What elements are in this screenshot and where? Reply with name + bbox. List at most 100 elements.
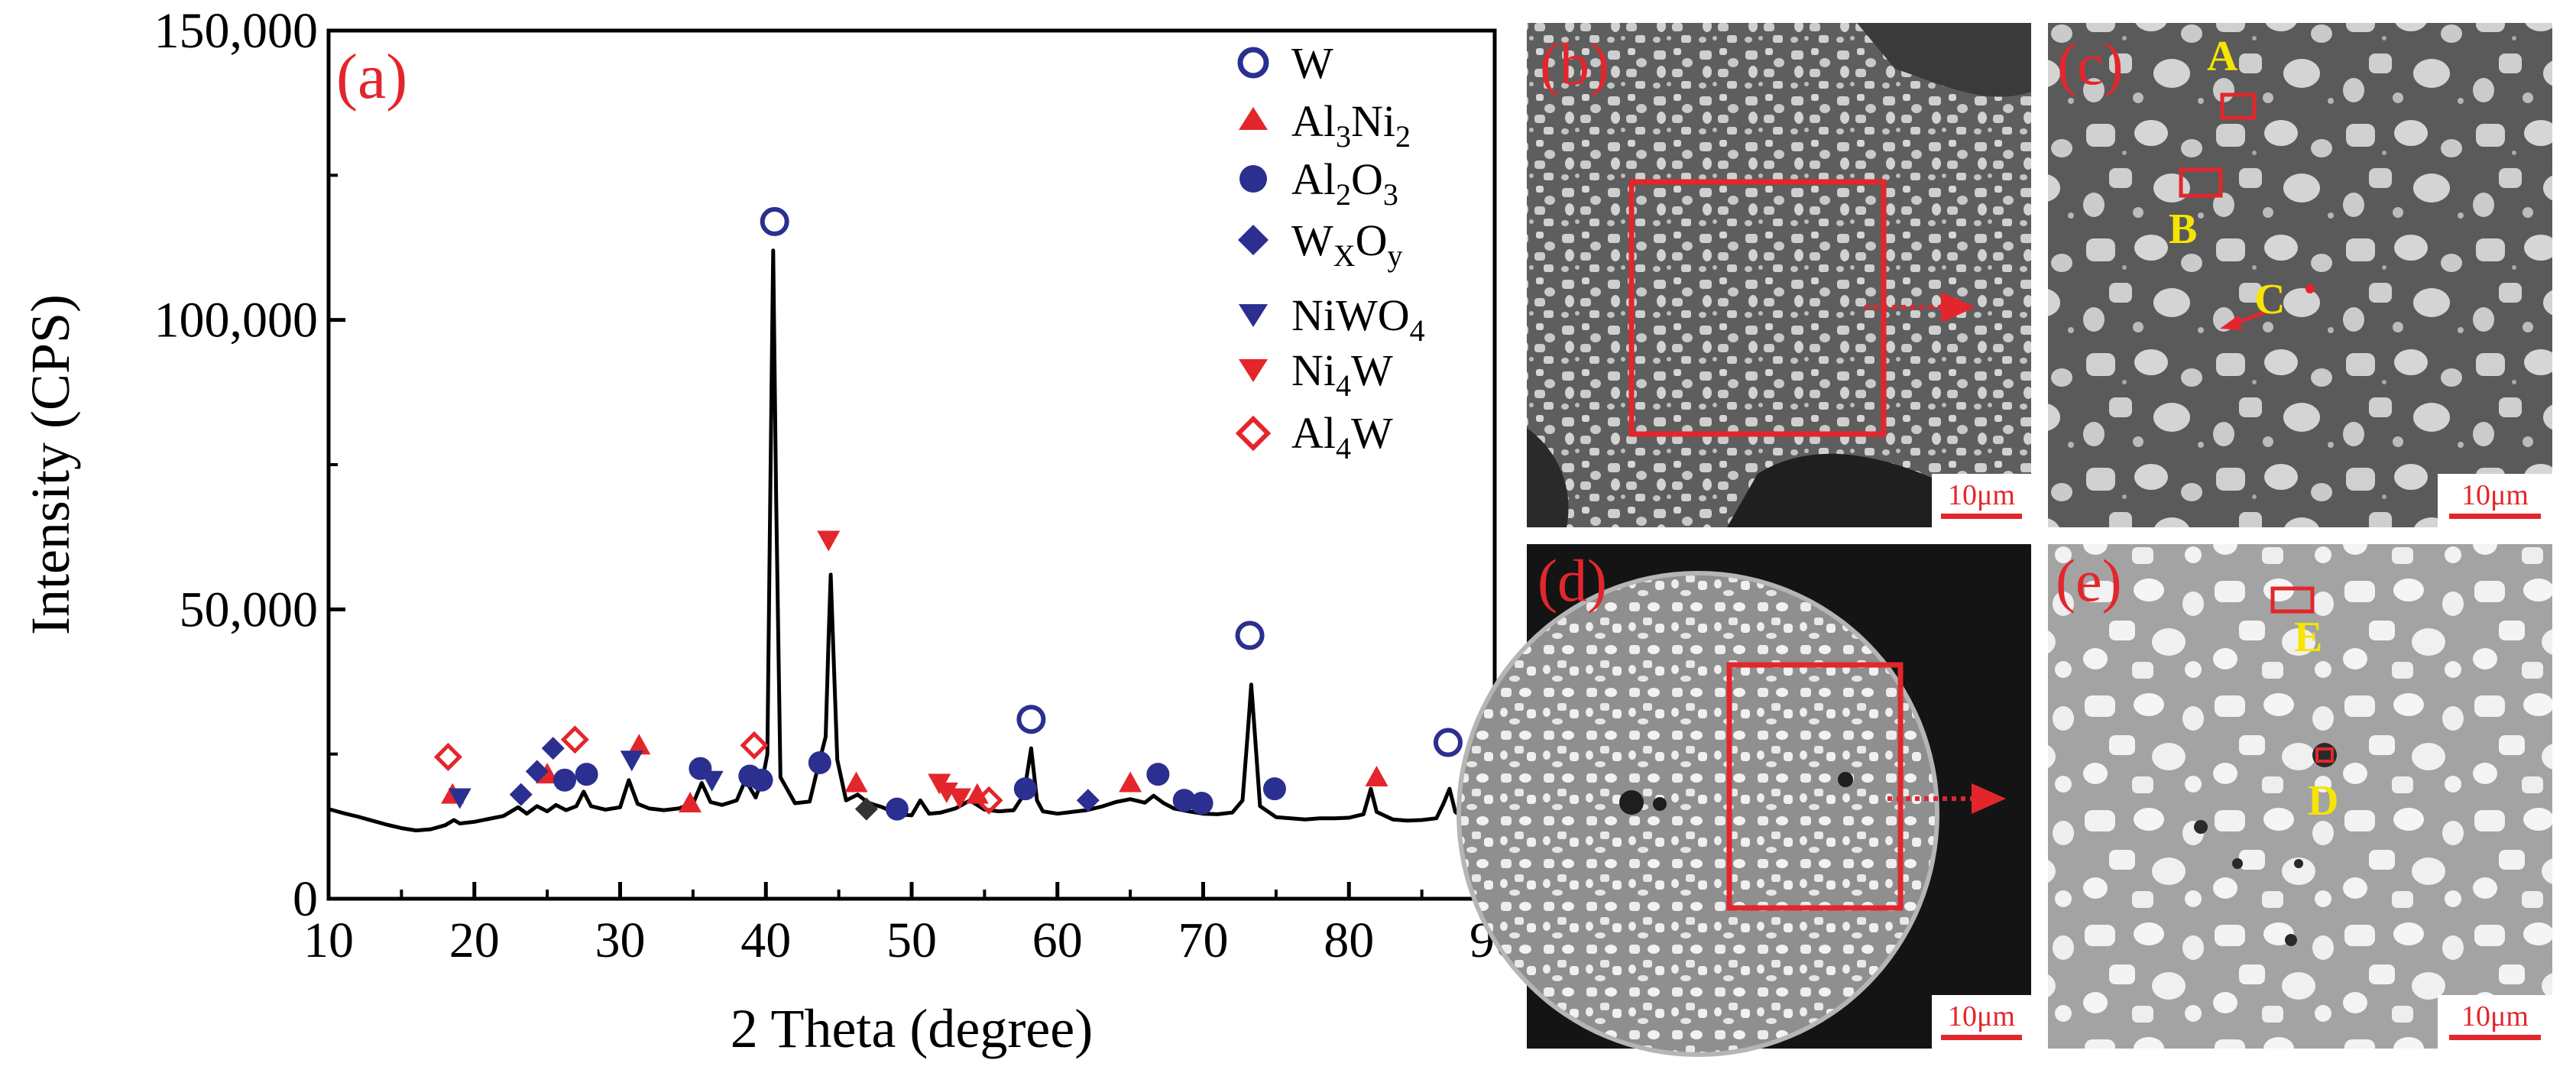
legend-item-ni4w: Ni4W <box>1239 345 1393 403</box>
legend-label-ni4w: Ni4W <box>1291 345 1393 403</box>
legend-marker-ni4w <box>1239 359 1268 382</box>
legend-marker-w <box>1237 47 1269 79</box>
pore-d-1 <box>1619 790 1644 815</box>
x-ticks: 102030405060708090 <box>303 882 1520 968</box>
x-tick-label: 10 <box>303 913 354 968</box>
scale-bar-b <box>1941 514 2022 519</box>
legend: W Al3Ni2 Al2O3 WXOy NiWO4 Ni4W <box>1235 38 1425 465</box>
sem-image-e <box>2048 544 2552 1049</box>
phase-marker-ni4w <box>948 788 971 809</box>
legend-item-al3ni2: Al3Ni2 <box>1239 96 1411 154</box>
sem-panel-b: (b) 10μm <box>1527 23 2031 527</box>
phase-marker-al2o3 <box>553 768 577 792</box>
point-dot-c <box>2305 284 2315 293</box>
y-axis-label: Intensity (CPS) <box>20 294 81 635</box>
point-label-d: D <box>2308 777 2338 825</box>
phase-marker-wxoy <box>541 737 565 760</box>
phase-marker-al3ni2 <box>1365 765 1388 786</box>
pore-e-4 <box>2285 934 2297 946</box>
sem-image-b <box>1527 23 2031 527</box>
y-tick-label: 50,000 <box>180 582 319 637</box>
dark-region-b <box>1857 23 2031 97</box>
panel-label-c: (c) <box>2057 31 2124 97</box>
legend-label-al3ni2: Al3Ni2 <box>1291 96 1411 154</box>
legend-marker-al3ni2 <box>1239 107 1268 130</box>
selection-box-d <box>1726 662 1904 911</box>
legend-label-w: W <box>1291 38 1333 88</box>
x-tick-label: 40 <box>740 913 791 968</box>
panel-label-d: (d) <box>1537 547 1607 614</box>
legend-item-wxoy: WXOy <box>1238 216 1403 273</box>
legend-item-niwo4: NiWO4 <box>1239 290 1425 348</box>
x-tick-label: 70 <box>1178 913 1229 968</box>
pore-d-2 <box>1653 797 1667 811</box>
point-box-b <box>2179 167 2223 198</box>
phase-marker-w <box>1235 621 1265 650</box>
phase-marker-al2o3 <box>1262 777 1286 801</box>
phase-marker-al2o3 <box>885 797 909 821</box>
y-ticks: 0 50,000 100,000 150,000 <box>154 3 345 927</box>
arrow-head-c <box>2220 315 2242 330</box>
phase-marker-wxoy <box>525 760 549 783</box>
phase-marker-w <box>1016 705 1046 734</box>
phase-marker-niwo4 <box>448 788 471 809</box>
phase-marker-al2o3 <box>1013 777 1037 801</box>
phase-marker-al4w <box>433 742 462 771</box>
xrd-chart: 102030405060708090 050,000100,000150,000… <box>20 3 1520 1059</box>
dark-region-b2 <box>1727 453 1987 527</box>
legend-label-al2o3: Al2O3 <box>1291 154 1398 212</box>
panel-label-b: (b) <box>1540 31 1609 97</box>
sem-panel-c: (c) A B C 10μm <box>2048 23 2552 527</box>
phase-marker-wxoy <box>1076 789 1100 812</box>
phase-marker-ni4w <box>935 782 958 803</box>
arrow-head-d <box>1972 783 2006 814</box>
phase-marker-al2o3 <box>808 751 831 775</box>
legend-marker-niwo4 <box>1239 304 1268 327</box>
arrow-head-b <box>1941 292 1975 323</box>
y-tick-label: 0 <box>293 871 318 927</box>
phase-marker-al3ni2 <box>1119 771 1142 793</box>
phase-marker-al3ni2 <box>965 783 989 804</box>
legend-marker-wxoy <box>1238 225 1269 255</box>
x-tick-label: 80 <box>1324 913 1374 968</box>
sem-panel-e: (e) E D 10μm <box>2048 544 2552 1049</box>
panel-label-a: (a) <box>336 41 407 112</box>
point-label-b: B <box>2169 206 2197 253</box>
phase-markers <box>433 206 1463 821</box>
panel-label-e: (e) <box>2056 547 2122 614</box>
x-tick-label: 20 <box>449 913 500 968</box>
y-tick-label: 100,000 <box>154 293 319 348</box>
scale-bar-d <box>1941 1035 2022 1040</box>
scale-bar-label-e: 10μm <box>2461 1000 2529 1032</box>
point-box-d <box>2315 747 2334 763</box>
legend-item-al2o3: Al2O3 <box>1239 154 1398 212</box>
point-box-e <box>2270 586 2315 614</box>
phase-marker-al2o3 <box>1172 789 1196 812</box>
phase-marker-al2o3 <box>1190 792 1213 815</box>
scale-bar-label-d: 10μm <box>1948 1000 2015 1032</box>
y-tick-label: 150,000 <box>154 3 319 59</box>
legend-label-al4w: Al4W <box>1291 408 1393 465</box>
phase-marker-al4w <box>560 725 589 754</box>
legend-item-al4w: Al4W <box>1235 408 1393 465</box>
phase-marker-unlabeled <box>854 797 878 821</box>
x-axis-label: 2 Theta (degree) <box>731 998 1093 1059</box>
phase-marker-niwo4 <box>700 770 724 792</box>
phase-marker-al2o3 <box>575 763 598 786</box>
phase-marker-al3ni2 <box>627 734 651 755</box>
pore-e-2 <box>2232 858 2243 869</box>
legend-marker-al4w <box>1235 415 1272 452</box>
sem-panel-d: (d) 10μm <box>1456 544 2031 1057</box>
x-tick-label: 30 <box>595 913 646 968</box>
x-tick-label: 60 <box>1032 913 1083 968</box>
pore-e-3 <box>2294 859 2303 868</box>
pore-d-3 <box>1838 772 1853 787</box>
scale-bar-label-c: 10μm <box>2461 479 2529 511</box>
phase-marker-al3ni2 <box>679 792 702 813</box>
phase-marker-wxoy <box>509 783 533 806</box>
phase-marker-w <box>760 206 789 236</box>
scale-bar-label-b: 10μm <box>1948 479 2015 511</box>
phase-marker-al2o3 <box>1146 763 1170 786</box>
phase-marker-niwo4 <box>620 750 643 772</box>
phase-marker-w <box>1433 728 1463 757</box>
